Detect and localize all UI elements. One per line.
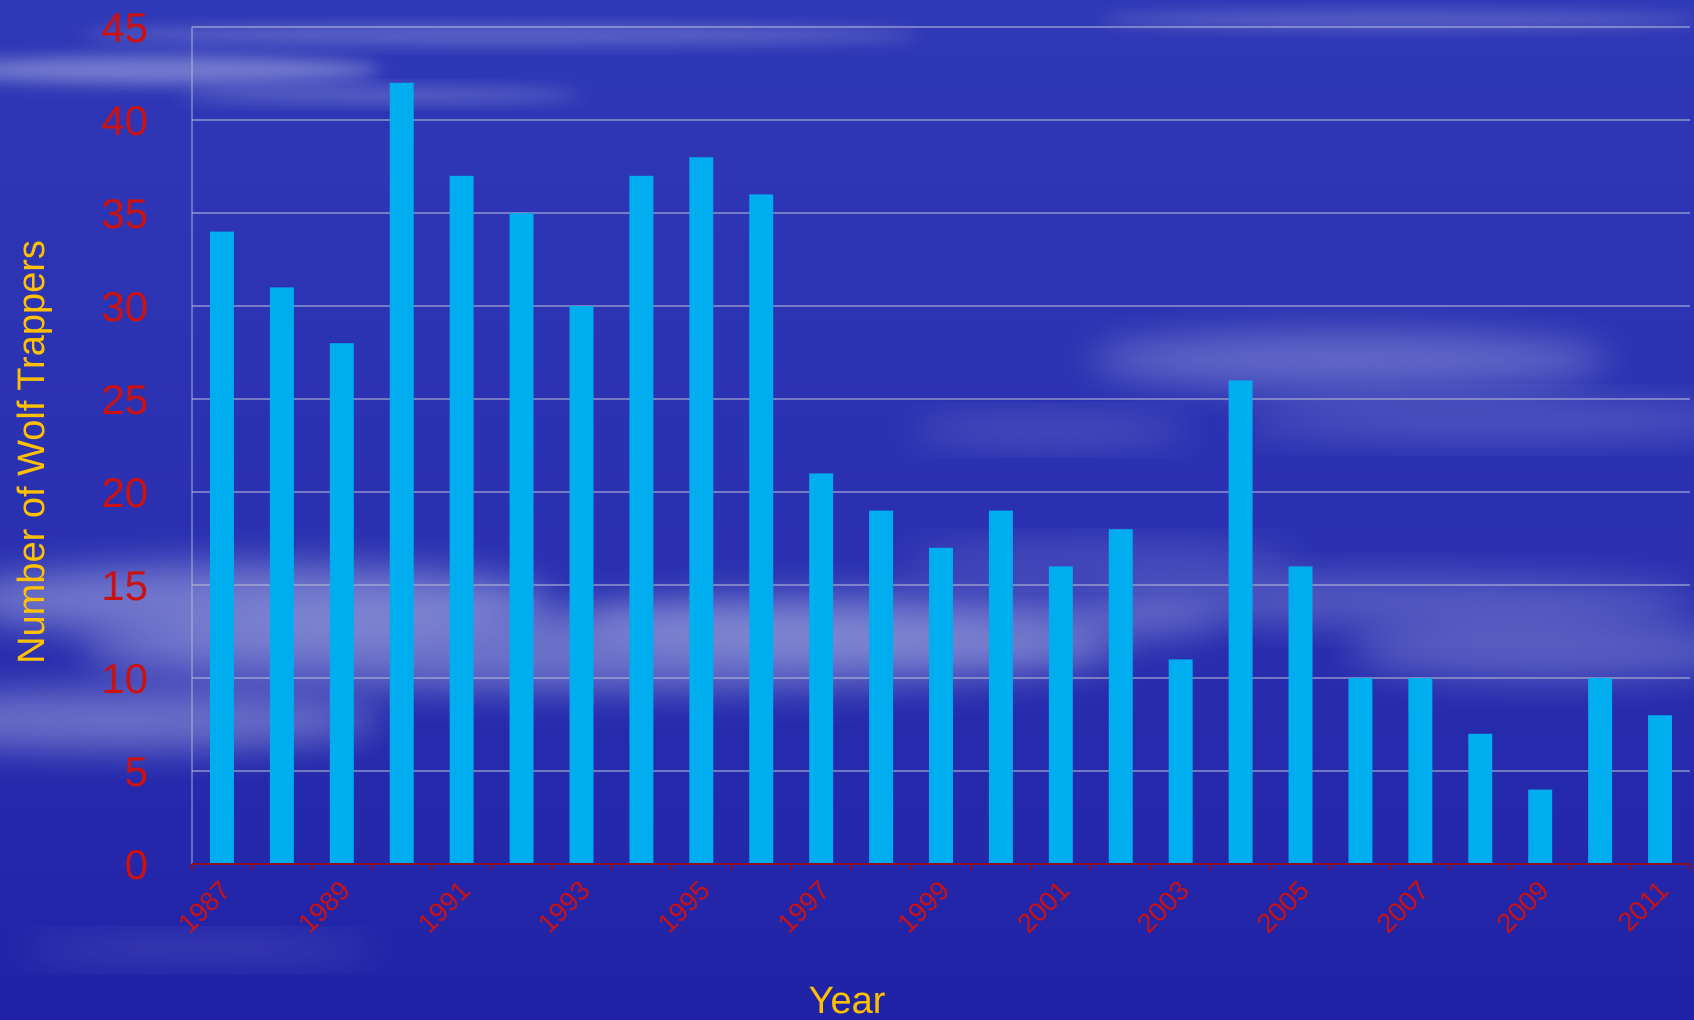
bar [1588, 678, 1613, 864]
bar [988, 510, 1013, 864]
y-tick-label: 10 [101, 655, 148, 702]
bar [629, 175, 654, 865]
y-axis-title: Number of Wolf Trappers [11, 240, 53, 664]
bars [209, 82, 1673, 865]
bar [1528, 789, 1553, 864]
y-tick-label: 45 [101, 4, 148, 51]
bar [1408, 678, 1433, 864]
bar [869, 510, 894, 864]
bar [749, 194, 774, 864]
bar [929, 547, 953, 864]
bar [1048, 566, 1073, 864]
y-tick-label: 40 [101, 97, 148, 144]
y-tick-label: 5 [125, 748, 148, 795]
bar [1288, 566, 1313, 864]
bar [329, 343, 354, 864]
y-tick-label: 15 [101, 562, 148, 609]
y-tick-label: 25 [101, 376, 148, 423]
y-tick-labels: 0 5 10 15 20 25 30 35 40 45 [101, 4, 148, 888]
bar [509, 213, 534, 864]
bar [269, 287, 294, 864]
bar [1648, 715, 1673, 864]
bar [1468, 733, 1493, 864]
y-tick-label: 30 [101, 283, 148, 330]
bar [1168, 659, 1193, 864]
bar [1108, 529, 1133, 864]
bar [809, 473, 834, 864]
bar [569, 306, 594, 864]
bar [389, 82, 414, 865]
bar [689, 157, 714, 864]
y-tick-label: 0 [125, 841, 148, 888]
bar [209, 231, 234, 865]
x-axis-title: Year [809, 980, 886, 1020]
bar [1348, 678, 1373, 864]
y-tick-label: 35 [101, 190, 148, 237]
y-tick-label: 20 [101, 469, 148, 516]
axes [191, 27, 1691, 870]
bar [449, 175, 474, 865]
bar [1228, 380, 1253, 864]
